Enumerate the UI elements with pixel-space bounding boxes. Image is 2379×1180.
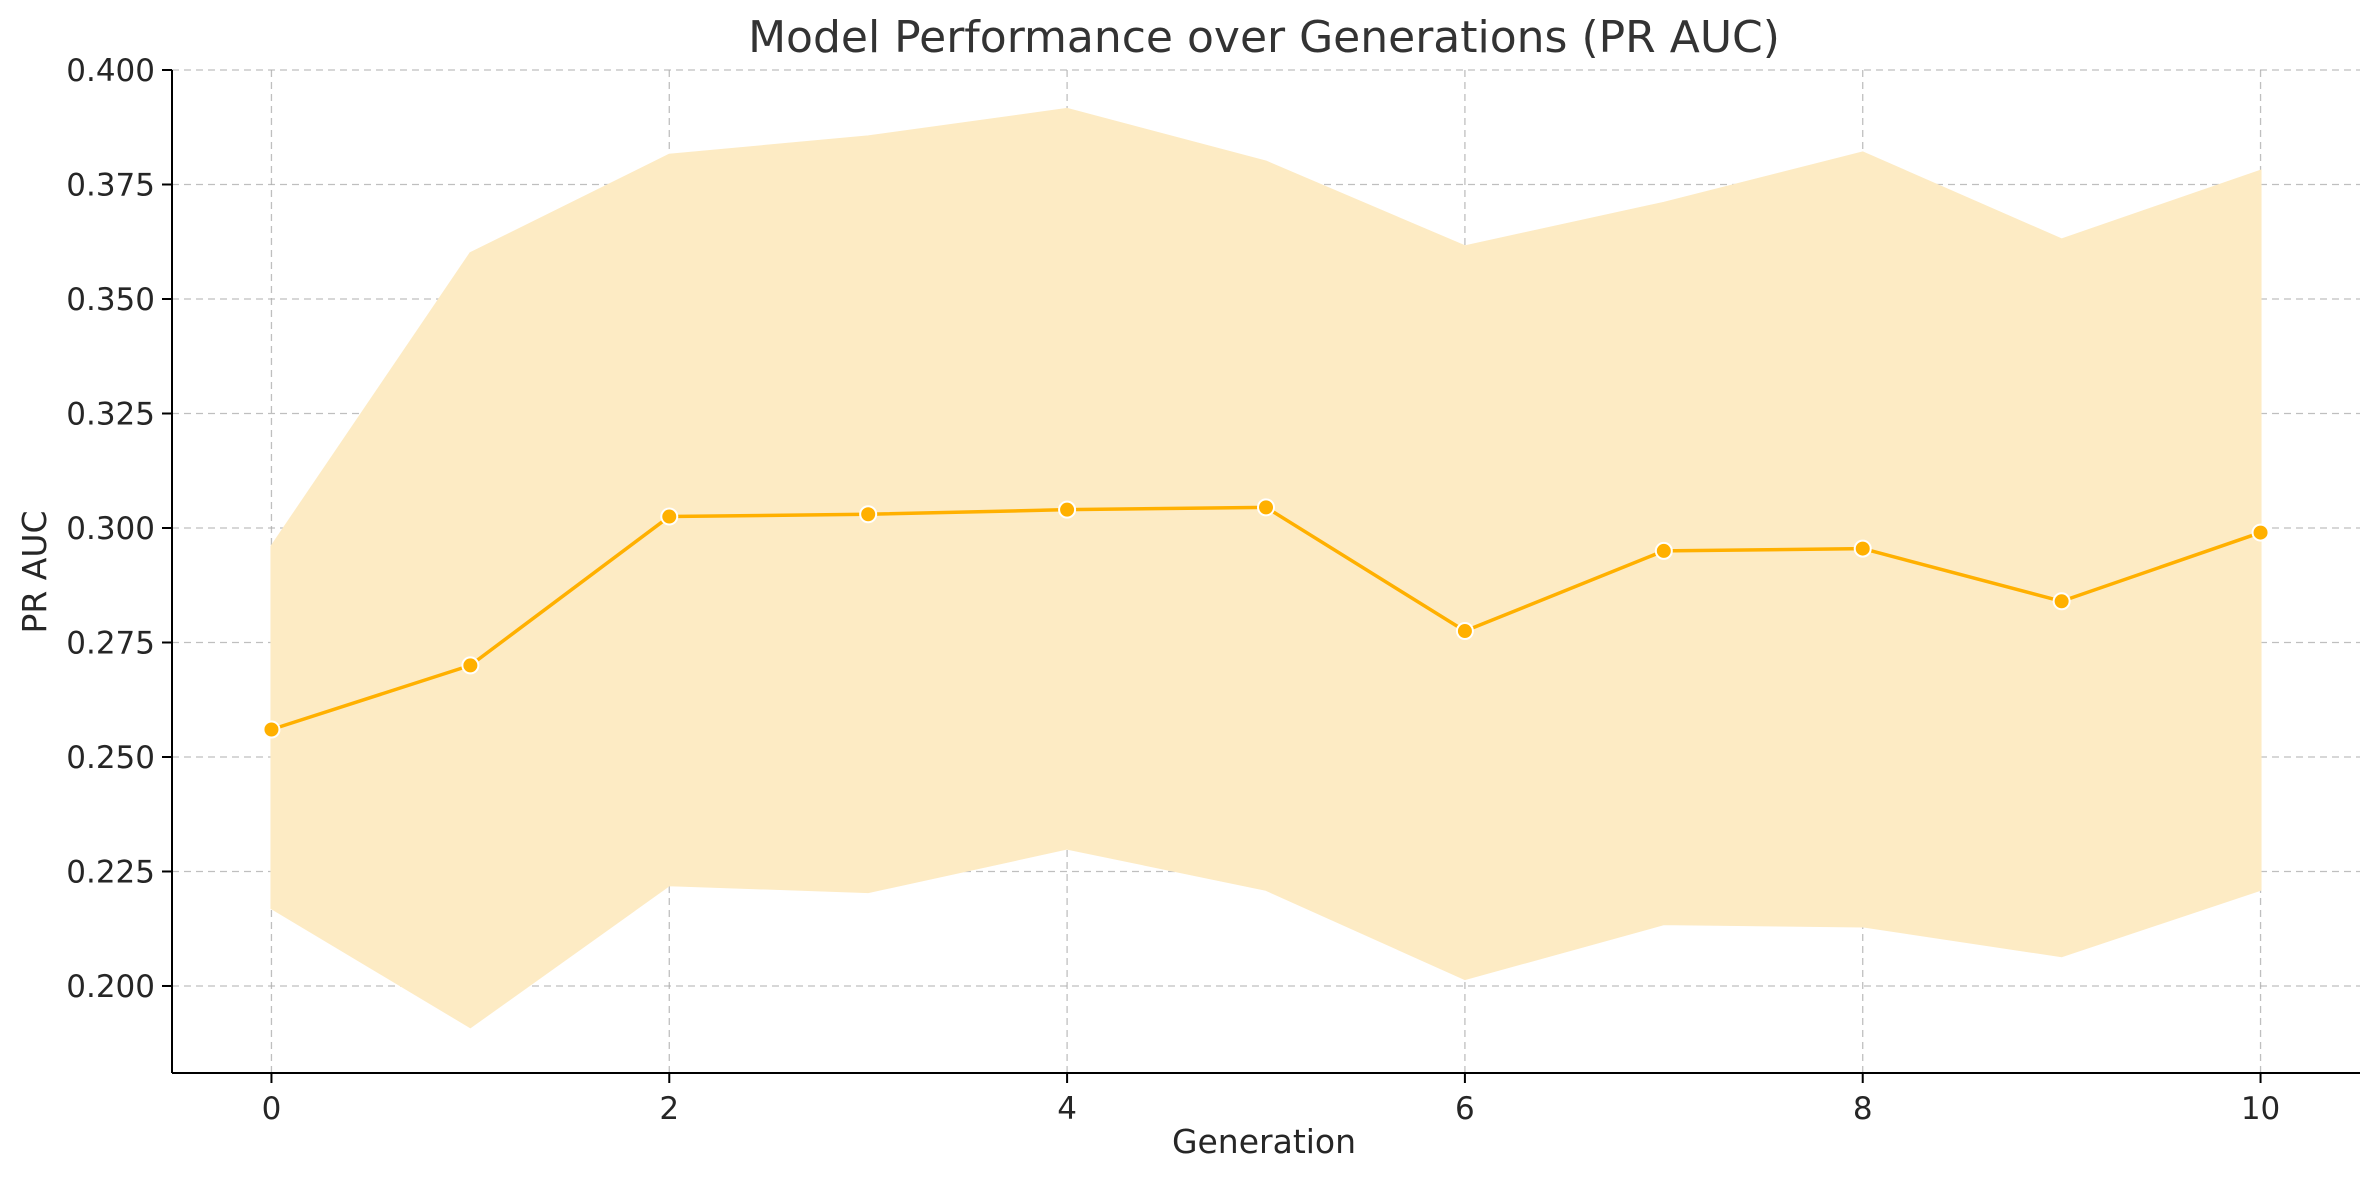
- y-tick-label: 0.300: [66, 511, 155, 547]
- y-axis-ticks: 0.200 0.225 0.250 0.275 0.300 0.325 0.350 0.375…: [66, 53, 172, 1005]
- data-point: [2251, 523, 2270, 542]
- y-tick-label: 0.275: [66, 625, 155, 661]
- y-tick-label: 0.350: [66, 282, 155, 318]
- confidence-band: [270, 107, 2262, 1029]
- x-tick-label: 6: [1455, 1091, 1475, 1127]
- data-point: [1257, 498, 1275, 517]
- x-tick-label: 4: [1057, 1091, 1077, 1127]
- y-tick-label: 0.200: [66, 969, 155, 1005]
- x-axis-ticks: 0 2 4 6 8 10: [262, 1073, 2280, 1127]
- x-tick-label: 0: [262, 1091, 282, 1127]
- confidence-band-group: [270, 107, 2262, 1029]
- x-tick-label: 8: [1853, 1091, 1873, 1127]
- data-point: [1455, 622, 1474, 641]
- x-axis-label: Generation: [1172, 1122, 1356, 1161]
- y-tick-label: 0.400: [66, 53, 155, 89]
- y-tick-label: 0.250: [66, 740, 155, 776]
- data-point: [1654, 541, 1673, 560]
- data-point: [262, 720, 281, 739]
- axes: [171, 70, 2360, 1074]
- y-tick-label: 0.225: [66, 854, 155, 890]
- y-tick-label: 0.375: [66, 167, 155, 203]
- data-point: [660, 507, 679, 526]
- data-point: [1853, 539, 1872, 558]
- x-tick-label: 2: [659, 1091, 679, 1127]
- data-points: [262, 498, 2270, 739]
- chart-title: Model Performance over Generations (PR A…: [748, 12, 1780, 63]
- x-tick-label: 10: [2241, 1091, 2280, 1127]
- y-tick-label: 0.325: [66, 396, 155, 432]
- data-point: [859, 505, 878, 524]
- data-point: [1058, 500, 1077, 519]
- data-point: [2052, 592, 2071, 611]
- data-point: [461, 656, 480, 675]
- y-axis-label: PR AUC: [15, 510, 54, 633]
